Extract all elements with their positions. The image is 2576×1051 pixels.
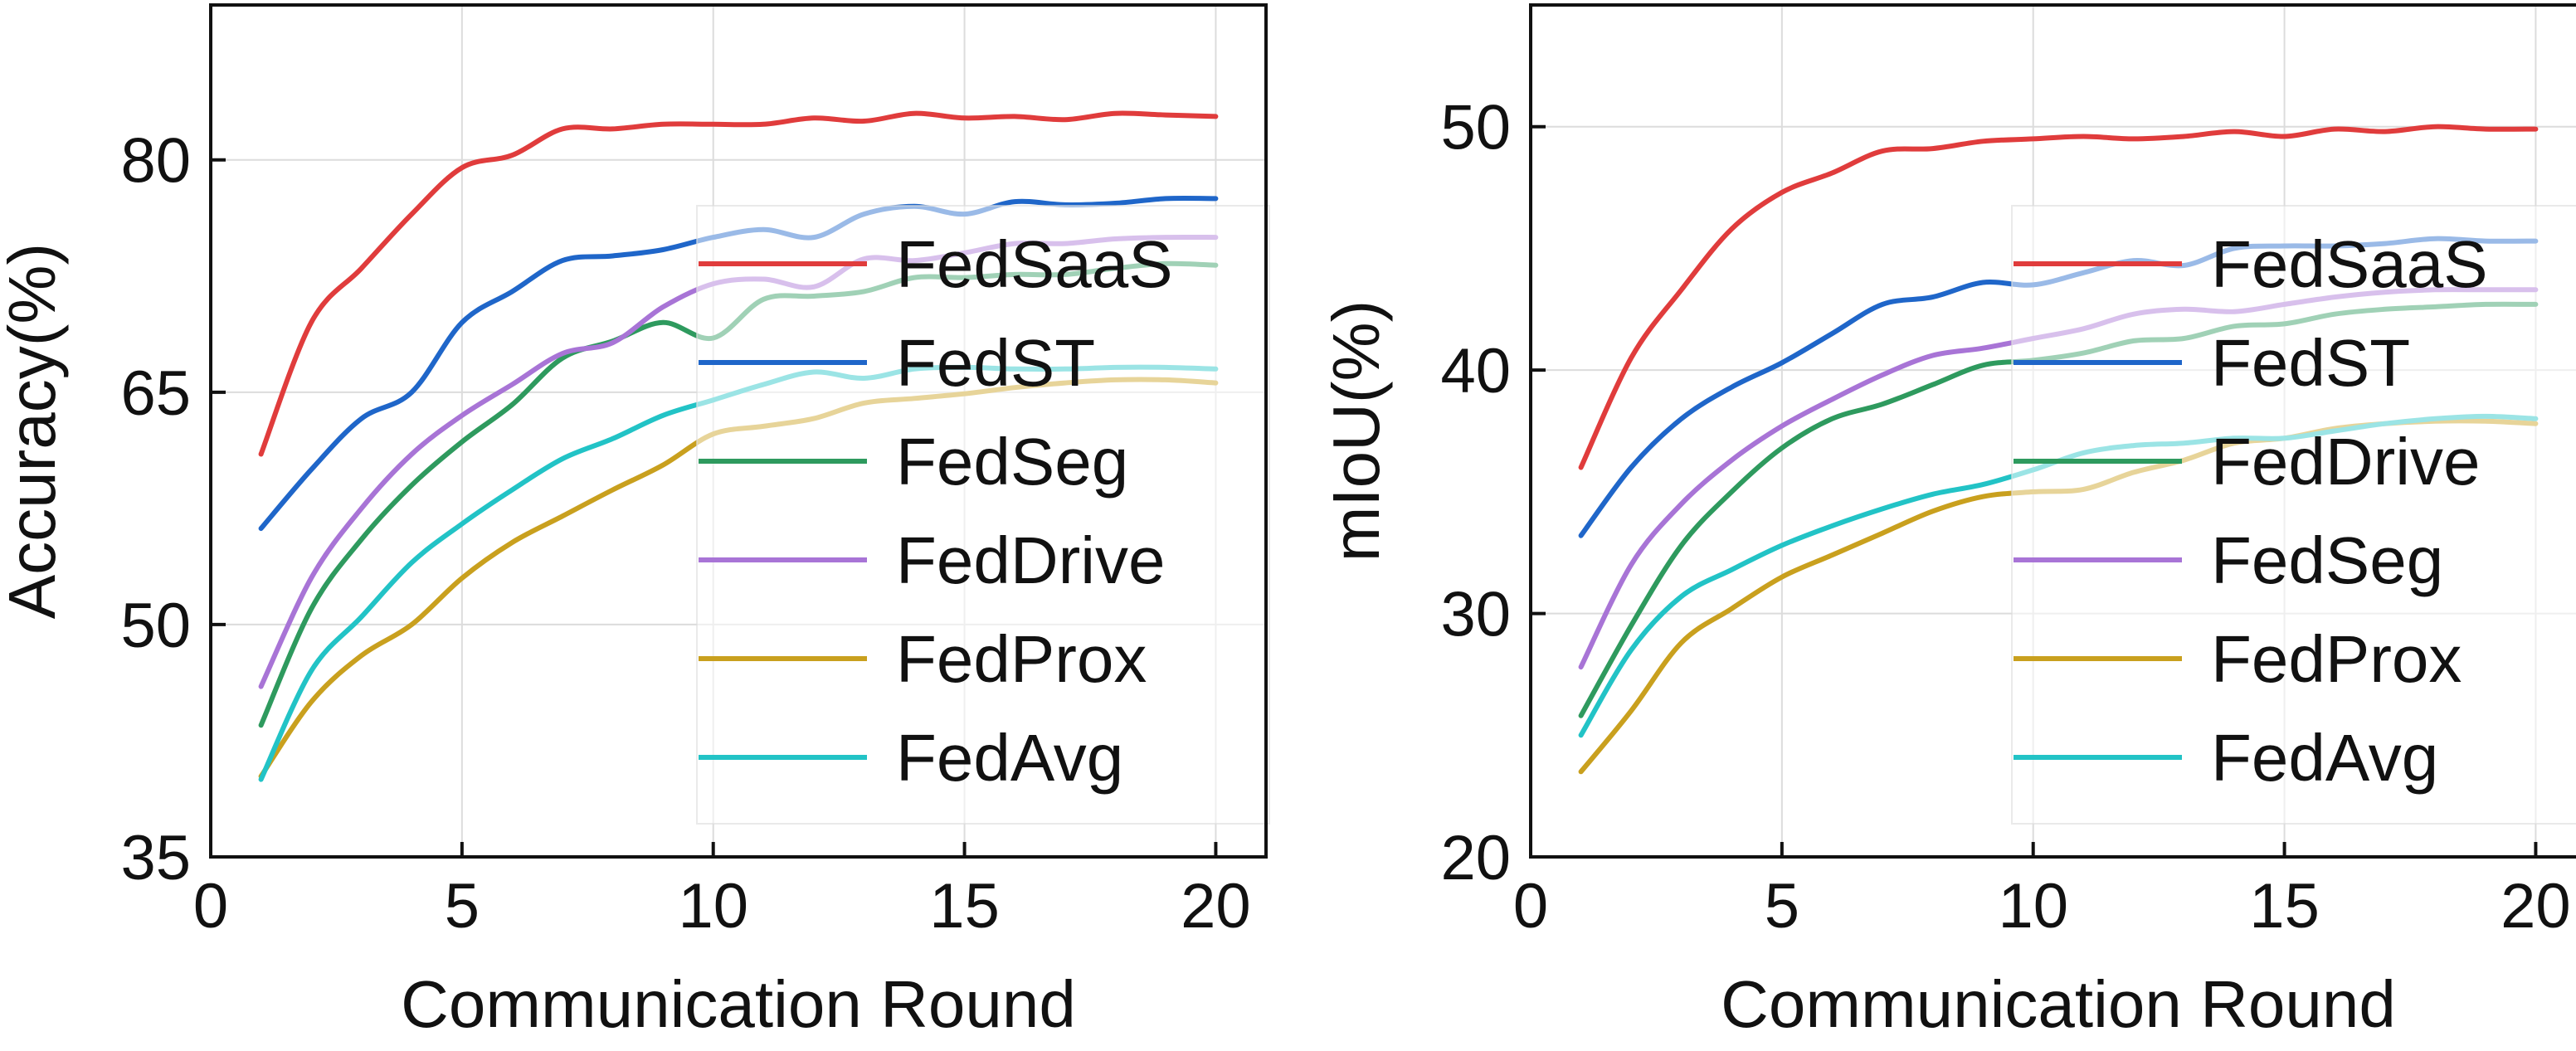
legend-label: FedSeg — [896, 425, 1128, 499]
x-axis-label: Communication Round — [1721, 967, 2396, 1041]
y-tick-label: 40 — [1440, 336, 1511, 406]
x-tick-label: 10 — [678, 871, 748, 942]
y-tick-label: 20 — [1440, 823, 1511, 893]
legend: FedSaaS FedST FedSeg FedDrive FedProx FedAvg — [696, 205, 1270, 825]
legend: FedSaaS FedST FedDrive FedSeg FedProx FedAvg — [2011, 205, 2576, 825]
y-tick-label: 65 — [120, 358, 191, 429]
legend-label: FedAvg — [896, 721, 1123, 795]
legend-box — [696, 205, 1270, 825]
y-tick-label: 35 — [120, 823, 191, 893]
legend-label: FedST — [896, 326, 1095, 400]
y-tick-label: 50 — [120, 591, 191, 661]
series-line-fedsaas — [258, 110, 1219, 457]
y-tick-label: 50 — [1440, 93, 1511, 163]
x-tick-label: 0 — [193, 871, 228, 942]
x-tick-label: 5 — [1765, 871, 1799, 942]
chart-1: FedSaaS FedST FedSeg FedDrive FedProx FedAvg 0… — [0, 3, 1270, 1041]
legend-label: FedAvg — [2211, 721, 2438, 795]
plot-frame — [1529, 3, 2576, 859]
x-tick-label: 20 — [2501, 871, 2571, 942]
legend-label: FedProx — [896, 622, 1147, 696]
y-axis-label: Accuracy(%) — [0, 243, 69, 619]
x-tick-label: 15 — [929, 871, 1000, 942]
legend-label: FedProx — [2211, 622, 2462, 696]
legend-box — [2011, 205, 2576, 825]
legend-label: FedST — [2211, 326, 2410, 400]
x-tick-label: 20 — [1181, 871, 1251, 942]
chart-2: FedSaaS FedST FedDrive FedSeg FedProx FedAvg 0… — [1319, 3, 2576, 1041]
series-line-fedsaas — [1578, 124, 2539, 470]
y-tick-label: 30 — [1440, 580, 1511, 650]
legend-label: FedSaaS — [2211, 227, 2488, 301]
y-tick-label: 80 — [120, 126, 191, 197]
legend-label: FedSeg — [2211, 523, 2443, 597]
x-tick-label: 5 — [445, 871, 480, 942]
x-axis-label: Communication Round — [401, 967, 1076, 1041]
x-tick-label: 0 — [1513, 871, 1548, 942]
legend-label: FedDrive — [896, 523, 1166, 597]
x-tick-label: 10 — [1998, 871, 2068, 942]
y-axis-label: mIoU(%) — [1319, 300, 1393, 562]
legend-label: FedSaaS — [896, 227, 1173, 301]
x-tick-label: 15 — [2249, 871, 2320, 942]
legend-label: FedDrive — [2211, 425, 2481, 499]
plot-frame — [209, 3, 1268, 859]
